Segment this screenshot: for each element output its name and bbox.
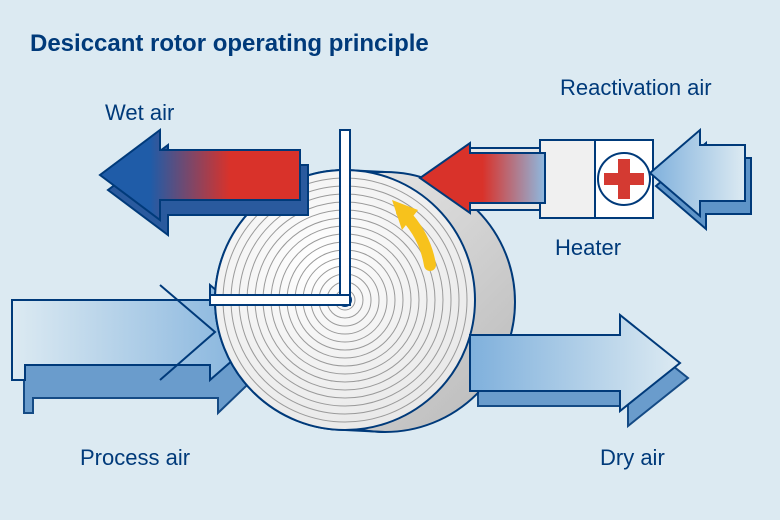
heater-plus-icon bbox=[598, 153, 650, 205]
arrow-reactivation-air-icon bbox=[650, 130, 751, 229]
diagram-svg bbox=[0, 0, 780, 520]
diagram-canvas: Desiccant rotor operating principle Wet … bbox=[0, 0, 780, 520]
